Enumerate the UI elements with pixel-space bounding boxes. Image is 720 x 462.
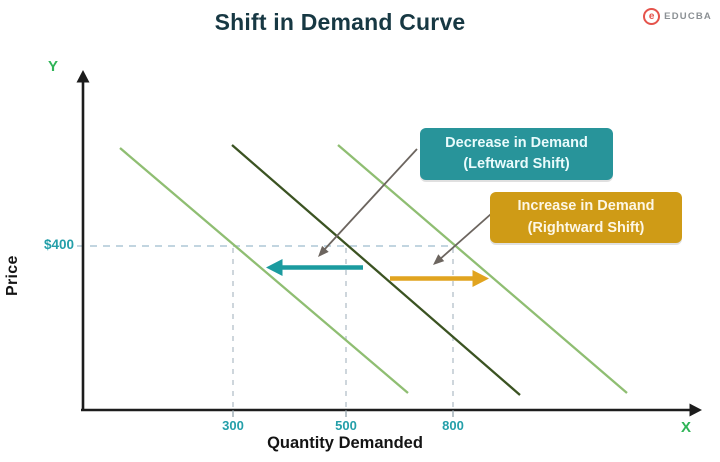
y-axis-title: Price <box>4 255 21 296</box>
increase-callout-pointer-arrowhead-icon <box>433 254 445 265</box>
page-title: Shift in Demand Curve <box>214 9 466 35</box>
increase-callout-line2: (Rightward Shift) <box>527 219 645 236</box>
decrease-callout-pointer-line <box>323 148 418 251</box>
y-axis-symbol: Y <box>48 58 59 75</box>
original-demand-curve <box>231 144 521 396</box>
brand-name: EDUCBA <box>664 11 712 22</box>
educba-logo-icon: e <box>643 8 661 25</box>
leftward-shift-arrowhead-icon <box>266 259 283 276</box>
increase-demand-callout: Increase in Demand (Rightward Shift) <box>490 192 682 243</box>
rightward-shift-arrowhead-icon <box>472 270 489 287</box>
price-reference-label: $400 <box>43 237 74 252</box>
x-axis-title: Quantity Demanded <box>267 434 423 452</box>
decrease-demand-callout: Decrease in Demand (Leftward Shift) <box>420 128 613 180</box>
increase-callout-pointer-line <box>438 213 492 261</box>
decrease-callout-pointer-arrowhead-icon <box>318 245 329 257</box>
x-tick-label-800: 800 <box>442 418 464 433</box>
y-axis-arrowhead-icon <box>76 70 90 83</box>
x-tick-label-500: 500 <box>335 418 357 433</box>
decrease-callout-line1: Decrease in Demand <box>445 134 588 151</box>
decreased-demand-curve <box>119 147 409 394</box>
x-axis-arrowhead-icon <box>689 403 702 417</box>
brand-logo: e EDUCBA <box>643 8 712 25</box>
x-tick-label-300: 300 <box>222 418 244 433</box>
decrease-callout-line2: (Leftward Shift) <box>463 156 570 172</box>
x-axis-symbol: X <box>681 419 692 436</box>
increased-demand-curve <box>337 144 628 394</box>
increase-callout-line1: Increase in Demand <box>517 198 655 215</box>
